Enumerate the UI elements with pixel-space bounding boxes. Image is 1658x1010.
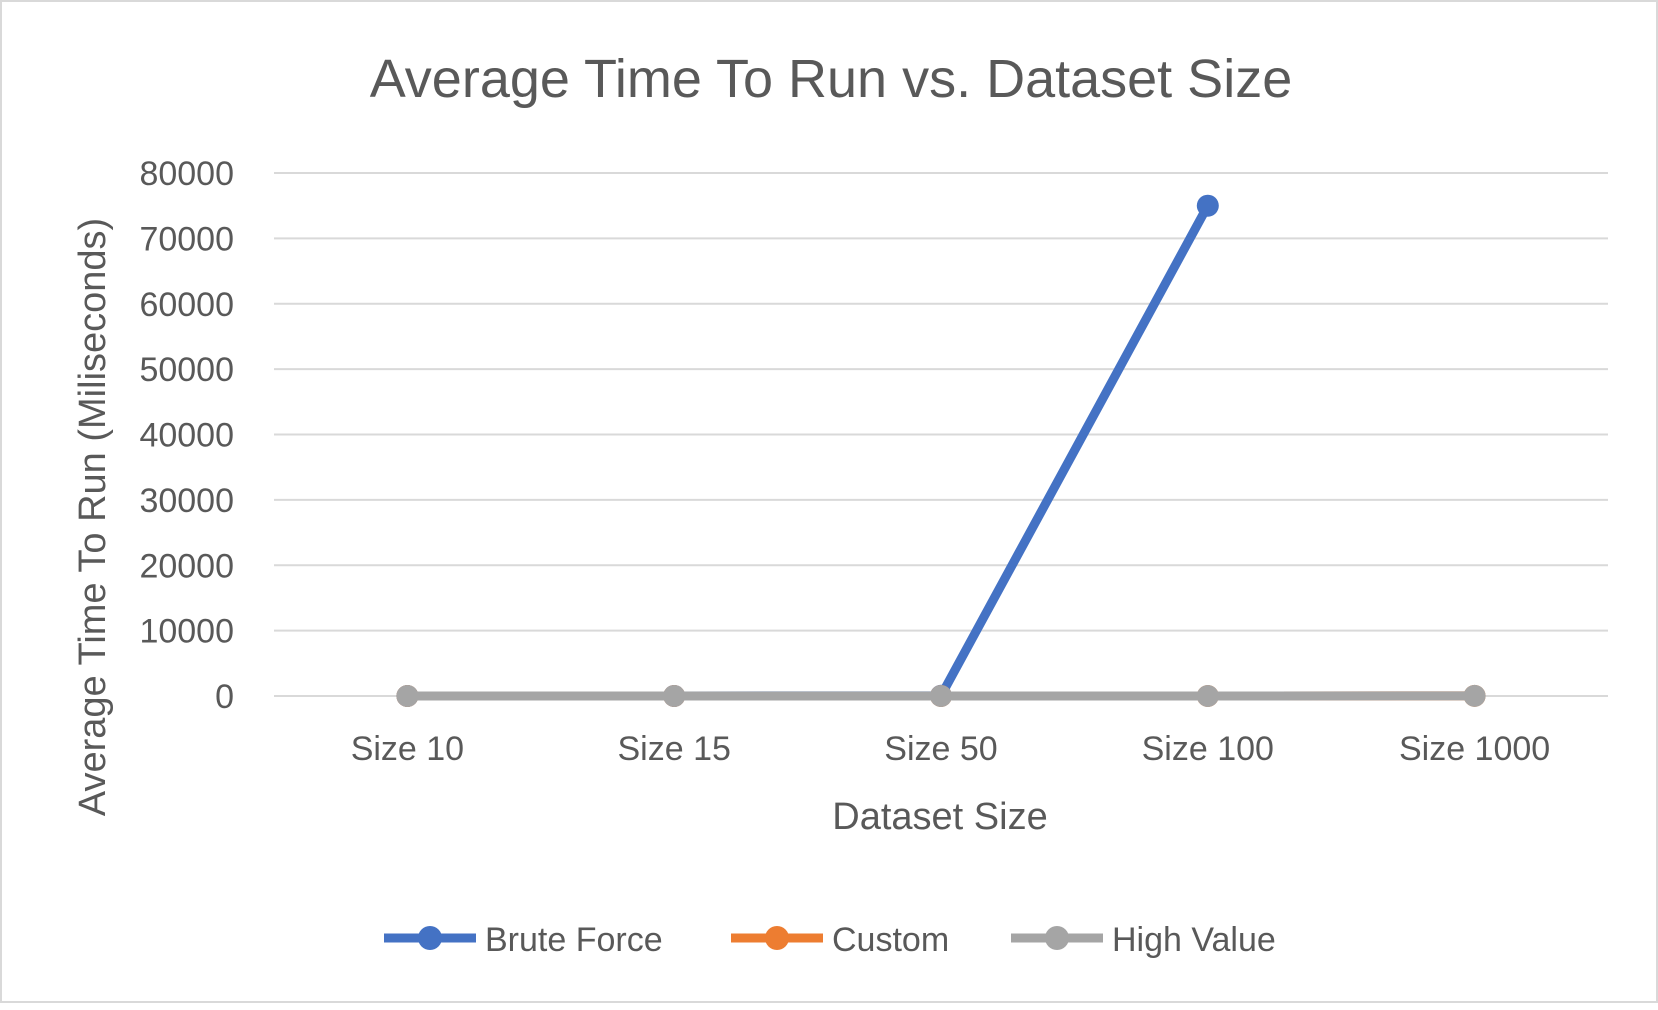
y-tick-label: 20000 bbox=[139, 547, 234, 585]
y-axis-title: Average Time To Run (Miliseconds) bbox=[72, 218, 114, 816]
legend-dot-marker bbox=[1045, 926, 1069, 950]
x-tick-label: Size 10 bbox=[351, 730, 464, 768]
y-tick-label: 50000 bbox=[139, 351, 234, 389]
legend-item: Brute Force bbox=[384, 921, 663, 959]
y-tick-label: 0 bbox=[215, 678, 234, 716]
y-tick-label: 60000 bbox=[139, 286, 234, 324]
data-point bbox=[663, 685, 685, 707]
data-point bbox=[1464, 685, 1486, 707]
y-tick-labels: 0 10000 20000 30000 40000 50000 60000 70000 8000… bbox=[139, 155, 234, 716]
y-tick-label: 40000 bbox=[139, 417, 234, 455]
x-tick-label: Size 15 bbox=[617, 730, 730, 768]
legend: Brute Force Custom High Value bbox=[384, 921, 1276, 959]
legend-dot-marker bbox=[765, 926, 789, 950]
legend-label: High Value bbox=[1112, 921, 1276, 959]
x-tick-label: Size 50 bbox=[884, 730, 997, 768]
legend-label: Custom bbox=[832, 921, 949, 959]
data-point bbox=[1197, 195, 1219, 217]
y-tick-label: 30000 bbox=[139, 482, 234, 520]
series-high-value bbox=[396, 685, 1485, 707]
legend-dot-marker bbox=[418, 926, 442, 950]
grid-lines bbox=[274, 173, 1608, 696]
legend-item: Custom bbox=[731, 921, 949, 959]
y-tick-label: 70000 bbox=[139, 220, 234, 258]
x-tick-label: Size 1000 bbox=[1399, 730, 1550, 768]
legend-item: High Value bbox=[1011, 921, 1276, 959]
x-tick-labels: Size 10 Size 15 Size 50 Size 100 Size 1000 bbox=[351, 730, 1551, 768]
chart-title: Average Time To Run vs. Dataset Size bbox=[370, 49, 1292, 109]
legend-label: Brute Force bbox=[485, 921, 663, 959]
data-point bbox=[1197, 685, 1219, 707]
y-tick-label: 80000 bbox=[139, 155, 234, 193]
series-line bbox=[407, 206, 1207, 696]
data-point bbox=[930, 685, 952, 707]
x-axis-title: Dataset Size bbox=[832, 796, 1047, 838]
y-tick-label: 10000 bbox=[139, 613, 234, 651]
x-tick-label: Size 100 bbox=[1142, 730, 1274, 768]
data-point bbox=[396, 685, 418, 707]
